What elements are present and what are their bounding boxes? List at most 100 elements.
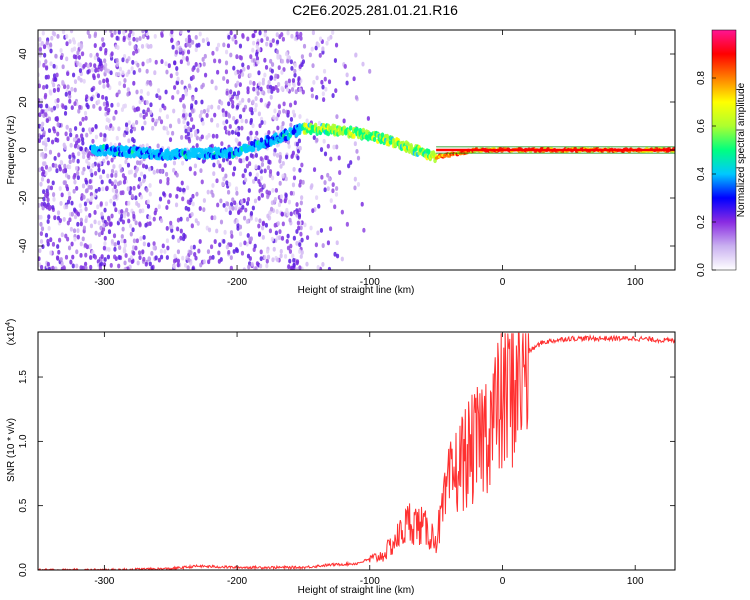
spectrogram-noise-mark xyxy=(142,114,146,120)
spectrogram-noise-mark xyxy=(80,133,84,139)
spectrogram-noise-mark xyxy=(160,59,164,64)
spectrogram-noise-mark xyxy=(267,159,271,165)
spectrogram-noise-mark xyxy=(109,142,113,147)
spectrogram-noise-mark xyxy=(333,251,337,257)
spectrogram-noise-mark xyxy=(263,30,268,34)
spectrogram-noise-mark xyxy=(94,123,98,129)
spectrogram-noise-mark xyxy=(181,187,186,193)
spectrogram-noise-mark xyxy=(115,35,119,41)
spectrogram-noise-mark xyxy=(104,96,108,101)
spectrogram-noise-mark xyxy=(232,166,237,172)
spectrogram-noise-mark xyxy=(231,99,235,105)
spectrogram-noise-mark xyxy=(128,190,132,196)
spectrogram-noise-mark xyxy=(110,173,114,178)
spectrogram-noise-mark xyxy=(79,217,83,223)
spectrogram-noise-mark xyxy=(82,225,87,231)
spectrogram-noise-mark xyxy=(231,197,235,203)
spectrogram-noise-mark xyxy=(244,177,248,183)
spectrogram-noise-mark xyxy=(74,165,79,171)
spectrogram-noise-mark xyxy=(150,265,154,270)
spectrogram-noise-mark xyxy=(100,179,104,185)
spectrogram-noise-mark xyxy=(246,86,250,92)
spectrogram-noise-mark xyxy=(222,120,226,126)
spectrogram-noise-mark xyxy=(315,195,319,201)
spectrogram-noise-mark xyxy=(114,71,119,77)
spectrogram-noise-mark xyxy=(299,200,303,206)
spectrogram-noise-mark xyxy=(263,57,267,63)
spectrogram-noise-mark xyxy=(318,36,323,42)
spectrogram-noise-mark xyxy=(166,177,170,182)
spectrogram-noise-mark xyxy=(168,193,172,198)
spectrogram-noise-mark xyxy=(71,263,75,269)
spectrogram-noise-mark xyxy=(227,101,231,107)
spectrogram-noise-mark xyxy=(253,30,257,34)
spectrogram-noise-mark xyxy=(291,150,295,156)
spectrogram-noise-mark xyxy=(154,59,158,65)
page-title: C2E6.2025.281.01.21.R16 xyxy=(292,2,458,18)
spectrogram-noise-mark xyxy=(248,80,253,85)
spectrogram-noise-mark xyxy=(114,188,119,194)
spectrogram-noise-mark xyxy=(275,39,280,45)
spectrogram-noise-mark xyxy=(240,250,245,256)
spectrogram-noise-mark xyxy=(181,55,186,61)
spectrogram-noise-mark xyxy=(266,165,271,170)
spectrogram-noise-mark xyxy=(249,153,253,158)
spectrogram-noise-mark xyxy=(143,120,147,126)
spectrogram-noise-mark xyxy=(274,73,278,79)
spectrogram-noise-mark xyxy=(123,238,127,244)
spectrogram-noise-mark xyxy=(335,114,339,119)
spectrogram-noise-mark xyxy=(267,190,272,196)
spectrogram-noise-mark xyxy=(284,192,288,198)
spectrogram-noise-mark xyxy=(279,163,283,169)
spectrogram-noise-mark xyxy=(298,87,302,93)
spectrogram-noise-mark xyxy=(121,219,126,225)
spectrogram-noise-mark xyxy=(109,70,113,76)
spectrogram-noise-mark xyxy=(118,180,122,186)
spectrogram-noise-mark xyxy=(129,128,133,134)
spectrogram-noise-mark xyxy=(68,94,72,99)
spectrogram-noise-mark xyxy=(110,181,114,187)
spectrogram-noise-mark xyxy=(85,158,89,164)
spectrogram-ridge-mark xyxy=(103,151,108,157)
spectrogram-noise-mark xyxy=(113,179,118,185)
spectrogram-noise-mark xyxy=(235,127,239,133)
spectrogram-noise-mark xyxy=(299,254,303,259)
spectrogram-noise-mark xyxy=(280,70,284,75)
spectrogram-noise-mark xyxy=(77,55,81,60)
spectrogram-noise-mark xyxy=(300,237,304,243)
spectrogram-noise-mark xyxy=(176,217,181,223)
spectrogram-noise-mark xyxy=(211,50,215,56)
spectrogram-noise-mark xyxy=(156,143,160,149)
spectrogram-noise-mark xyxy=(213,112,217,118)
spectrogram-noise-mark xyxy=(135,37,139,43)
spectrogram-noise-mark xyxy=(76,221,80,227)
spectrogram-noise-mark xyxy=(129,231,133,237)
spectrogram-noise-mark xyxy=(297,76,301,81)
spectrogram-noise-mark xyxy=(229,230,234,235)
spectrogram-noise-mark xyxy=(334,88,338,93)
spectrogram-noise-mark xyxy=(193,252,197,257)
spectrogram-noise-mark xyxy=(54,163,58,169)
spectrogram-noise-mark xyxy=(248,256,252,261)
spectrogram-noise-mark xyxy=(167,199,171,205)
spectrogram-noise-mark xyxy=(215,46,219,52)
spectrogram-noise-mark xyxy=(288,258,292,264)
spectrogram-noise-mark xyxy=(247,98,251,103)
spectrogram-noise-mark xyxy=(75,185,79,191)
spectrogram-noise-mark xyxy=(93,31,98,37)
spectrogram-ridge-mark xyxy=(272,139,277,146)
spectrogram-noise-mark xyxy=(240,125,244,131)
spectrogram-noise-mark xyxy=(107,229,112,235)
spectrogram-noise-mark xyxy=(222,76,226,81)
spectrogram-noise-mark xyxy=(216,42,221,48)
spectrogram-noise-mark xyxy=(60,261,64,267)
spectrogram-noise-mark xyxy=(353,176,357,182)
spectrogram-noise-mark xyxy=(83,201,88,207)
spectrogram-y-axis-label: Frequency (Hz) xyxy=(6,116,17,185)
spectrogram-noise-mark xyxy=(219,219,224,225)
spectrogram-noise-mark xyxy=(300,162,304,168)
spectrogram-noise-mark xyxy=(191,67,195,72)
spectrogram-noise-mark xyxy=(65,204,69,210)
spectrogram-noise-mark xyxy=(85,188,89,193)
spectrogram-noise-mark xyxy=(186,49,191,55)
